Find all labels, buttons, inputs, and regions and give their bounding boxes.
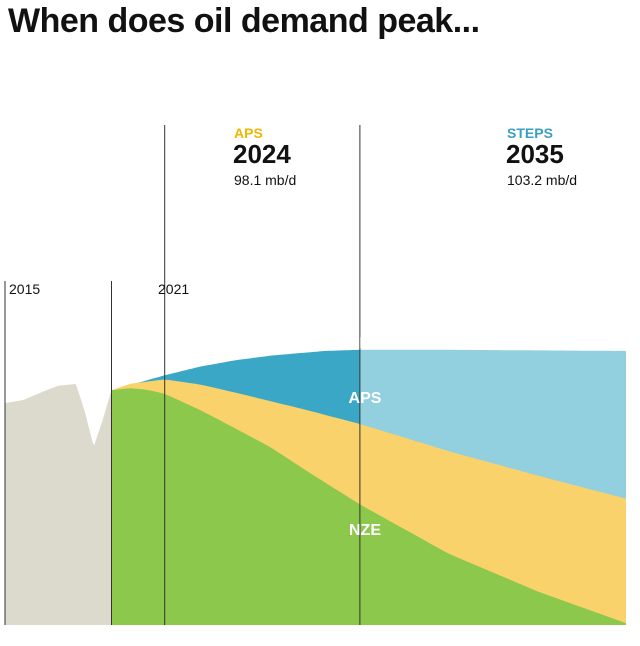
- steps-marker-year: 2035: [506, 139, 564, 169]
- steps-marker-value: 103.2 mb/d: [507, 172, 577, 188]
- steps-marker-scenario: STEPS: [507, 125, 553, 141]
- nze-area-label: NZE: [349, 522, 381, 539]
- aps-marker-year: 2024: [233, 139, 291, 169]
- chart-title: When does oil demand peak...: [8, 2, 480, 40]
- aps-marker-scenario: APS: [234, 125, 263, 141]
- year-2015-label: 2015: [9, 281, 40, 297]
- marker-layer: [4, 125, 361, 625]
- nze-area: [111, 388, 626, 625]
- steps-area-label: STEPS: [339, 335, 392, 352]
- aps-marker-value: 98.1 mb/d: [234, 172, 296, 188]
- year-2021-label: 2021: [158, 281, 189, 297]
- historical-area: [5, 384, 112, 625]
- area-layer: [5, 349, 626, 625]
- aps-area-label: APS: [349, 390, 382, 407]
